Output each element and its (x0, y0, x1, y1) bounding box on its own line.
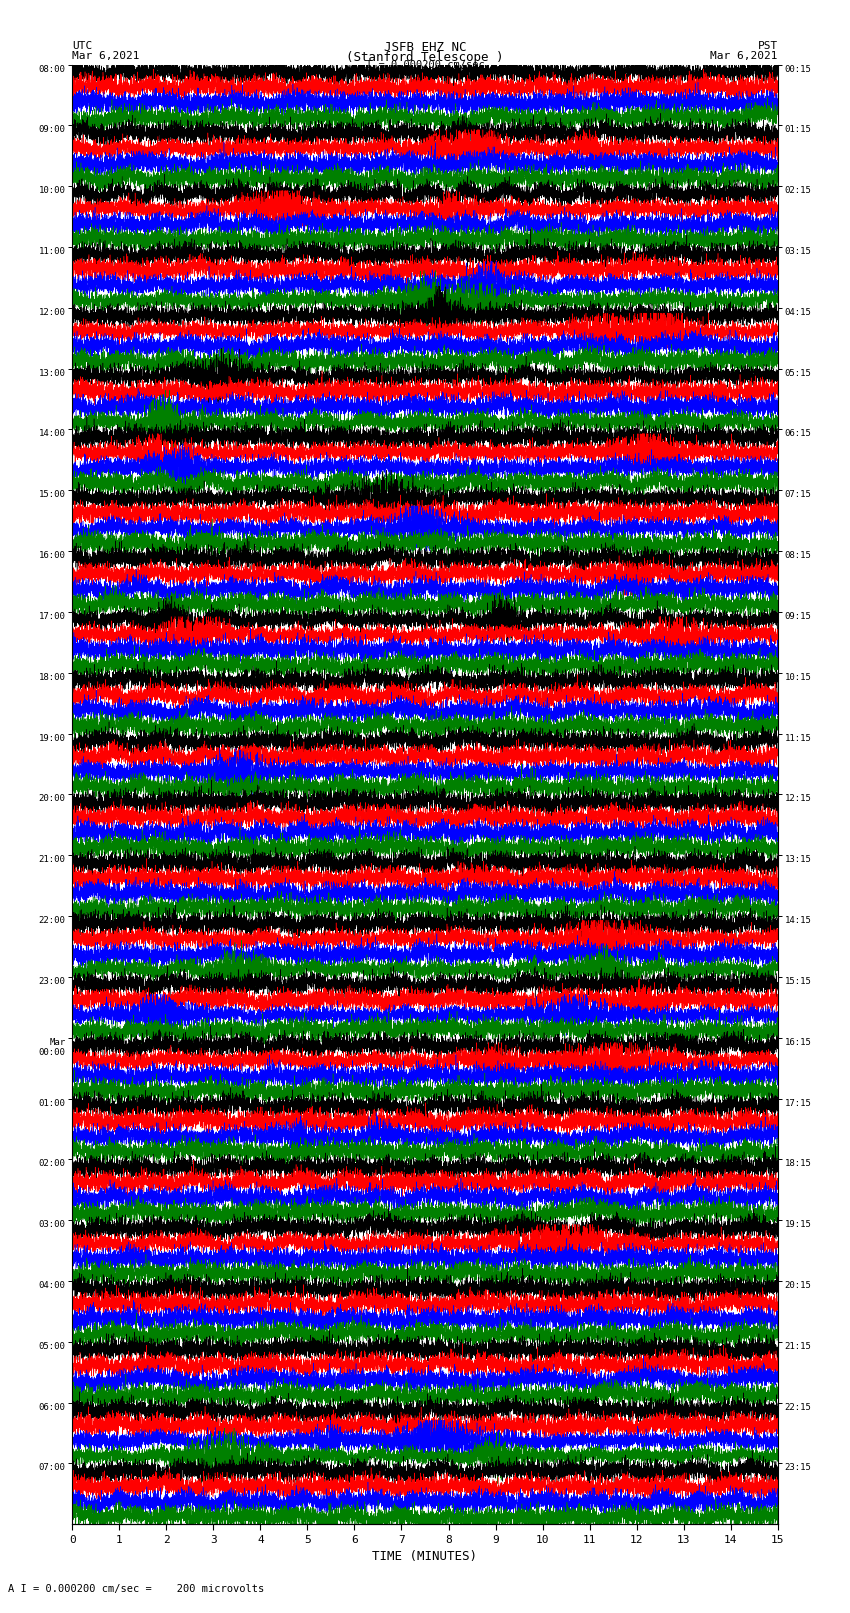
Text: Mar 6,2021: Mar 6,2021 (711, 50, 778, 61)
X-axis label: TIME (MINUTES): TIME (MINUTES) (372, 1550, 478, 1563)
Text: A I = 0.000200 cm/sec =    200 microvolts: A I = 0.000200 cm/sec = 200 microvolts (8, 1584, 264, 1594)
Text: Mar 6,2021: Mar 6,2021 (72, 50, 139, 61)
Text: I = 0.000200 cm/sec: I = 0.000200 cm/sec (366, 60, 484, 71)
Text: (Stanford Telescope ): (Stanford Telescope ) (346, 50, 504, 65)
Text: PST: PST (757, 40, 778, 52)
Text: JSFB EHZ NC: JSFB EHZ NC (383, 40, 467, 55)
Text: UTC: UTC (72, 40, 93, 52)
